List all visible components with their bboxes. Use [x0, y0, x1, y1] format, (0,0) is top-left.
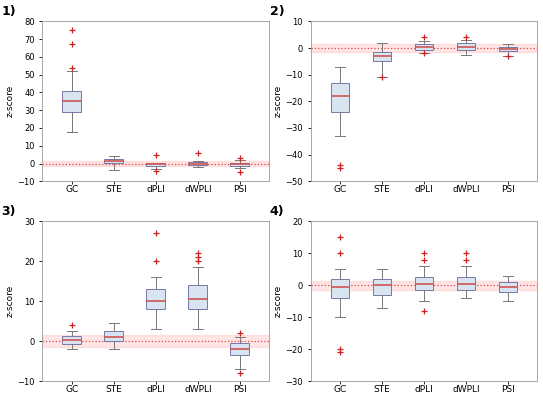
Y-axis label: z-score: z-score	[5, 285, 15, 318]
PathPatch shape	[147, 163, 166, 166]
PathPatch shape	[414, 44, 433, 50]
Y-axis label: z-score: z-score	[274, 85, 282, 118]
Text: 1): 1)	[2, 5, 16, 18]
PathPatch shape	[104, 158, 123, 163]
PathPatch shape	[147, 289, 166, 309]
PathPatch shape	[372, 52, 392, 61]
Bar	[311, 280, 538, 290]
PathPatch shape	[498, 47, 517, 51]
PathPatch shape	[188, 162, 207, 165]
Bar	[42, 335, 269, 347]
Y-axis label: z-score: z-score	[5, 85, 15, 118]
PathPatch shape	[331, 279, 350, 298]
Text: 4): 4)	[270, 205, 285, 218]
PathPatch shape	[457, 43, 476, 50]
Bar	[311, 44, 538, 52]
PathPatch shape	[498, 282, 517, 292]
PathPatch shape	[188, 285, 207, 309]
Text: 2): 2)	[270, 5, 285, 18]
Bar	[42, 161, 269, 166]
PathPatch shape	[62, 91, 81, 112]
PathPatch shape	[230, 163, 249, 166]
Text: 3): 3)	[2, 205, 16, 218]
PathPatch shape	[62, 336, 81, 344]
PathPatch shape	[331, 83, 350, 112]
Y-axis label: z-score: z-score	[274, 285, 282, 318]
PathPatch shape	[230, 343, 249, 355]
PathPatch shape	[414, 277, 433, 290]
PathPatch shape	[104, 331, 123, 341]
PathPatch shape	[457, 277, 476, 290]
PathPatch shape	[372, 279, 392, 295]
